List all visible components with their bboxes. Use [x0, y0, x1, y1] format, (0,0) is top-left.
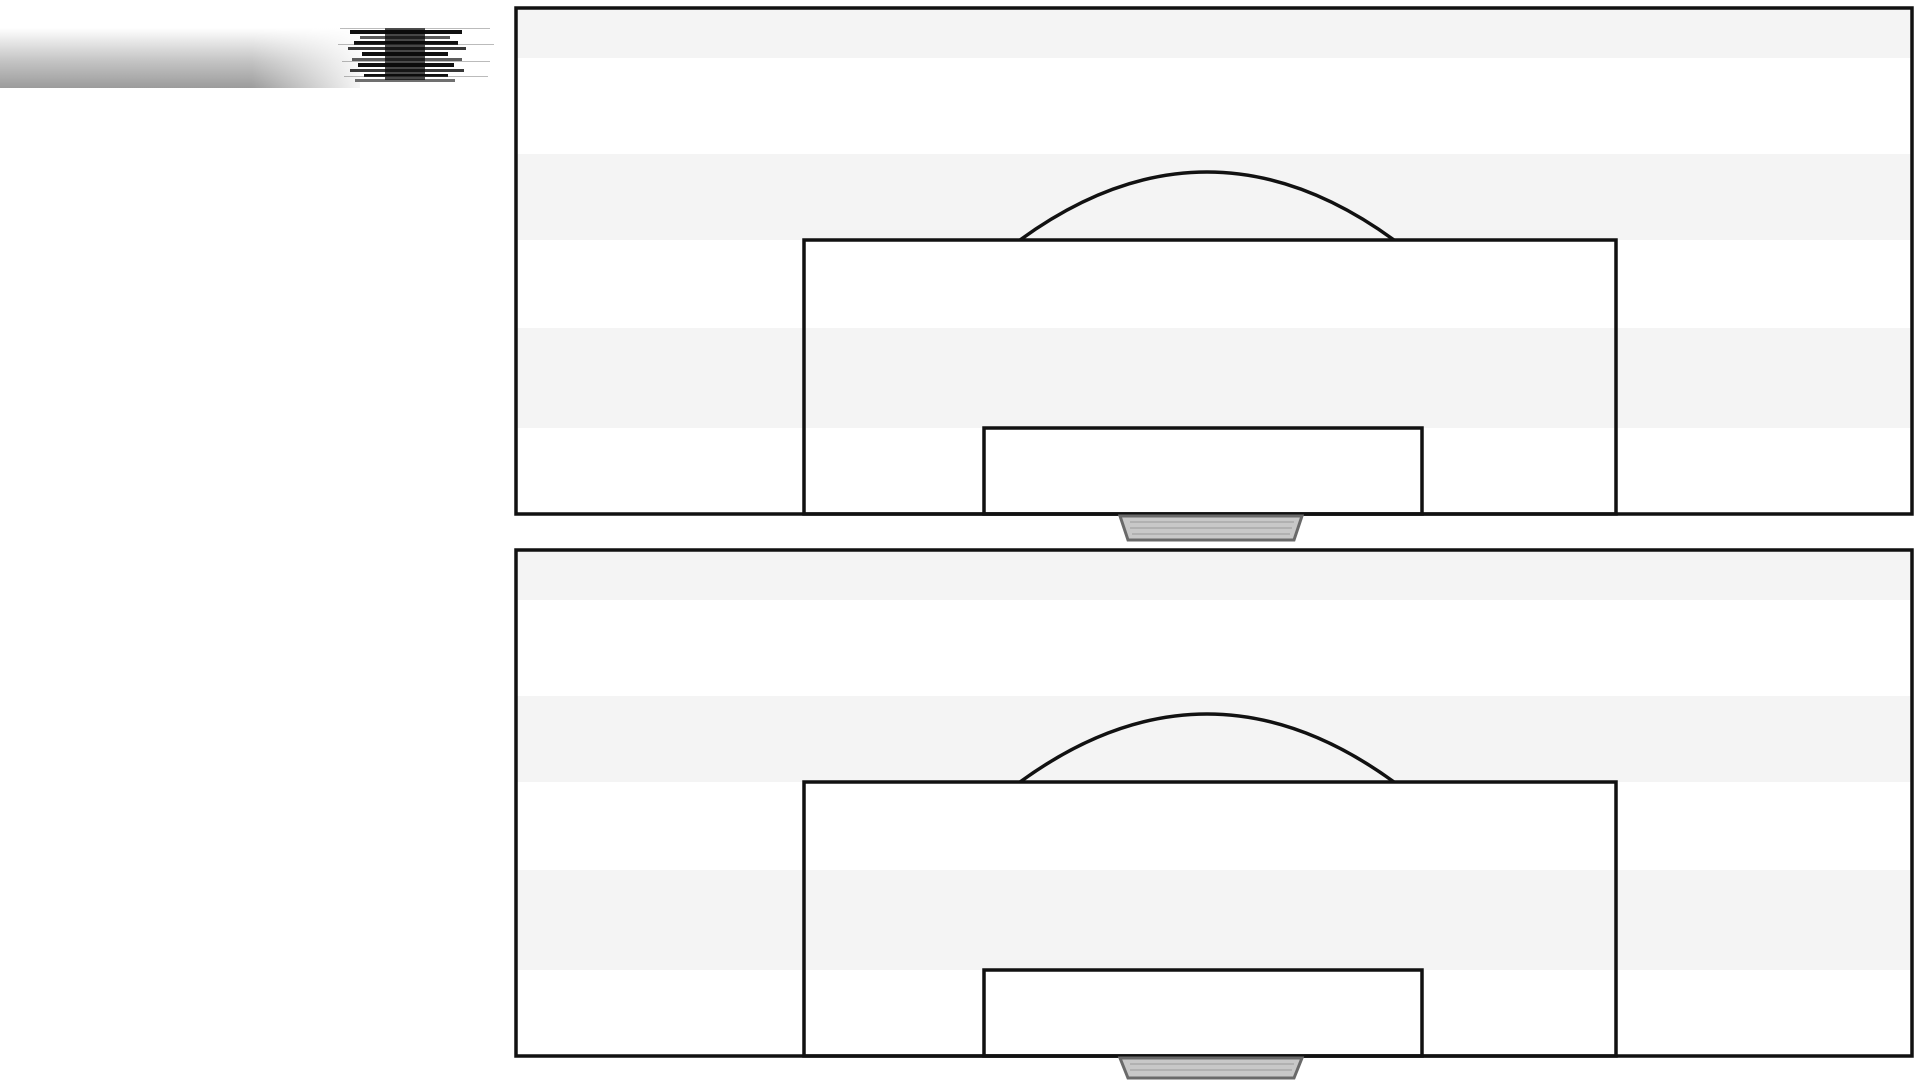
goal-area: [982, 426, 1424, 516]
penalty-arc: [1018, 712, 1396, 784]
motion-blurred-logo-icon: [338, 28, 494, 82]
penalty-arc: [1018, 170, 1396, 242]
pitch-bottom: [512, 546, 1916, 1080]
pitch-top: [512, 4, 1916, 544]
header-strip: [0, 28, 505, 88]
pitch-stripes: [516, 550, 1912, 1056]
pitch-diagram-bottom: [514, 548, 1914, 1080]
goal-area: [982, 968, 1424, 1058]
pitch-stripes: [516, 8, 1912, 514]
header-fade: [0, 28, 360, 88]
pitch-diagram-top: [514, 6, 1914, 542]
goal-net-icon: [1117, 514, 1305, 542]
goal-net-icon: [1117, 1056, 1305, 1080]
header-graphic: [0, 28, 494, 88]
